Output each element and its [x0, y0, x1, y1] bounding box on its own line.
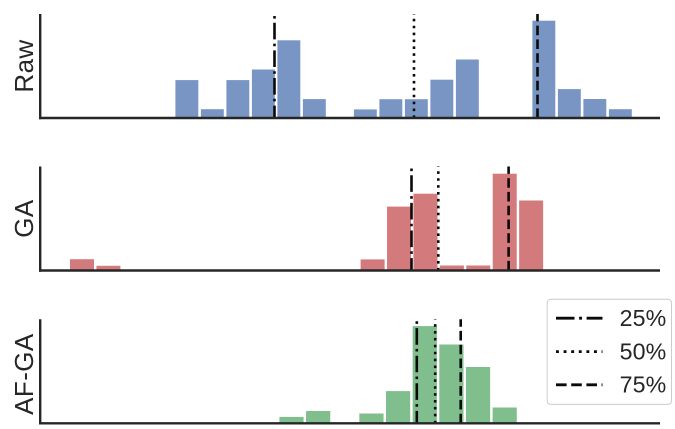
svg-text:25%: 25% — [620, 305, 667, 331]
svg-text:Raw: Raw — [9, 39, 39, 92]
svg-text:GA: GA — [9, 199, 39, 238]
svg-text:75%: 75% — [620, 372, 667, 398]
svg-text:AF-GA: AF-GA — [9, 333, 39, 415]
svg-text:50%: 50% — [620, 339, 667, 365]
